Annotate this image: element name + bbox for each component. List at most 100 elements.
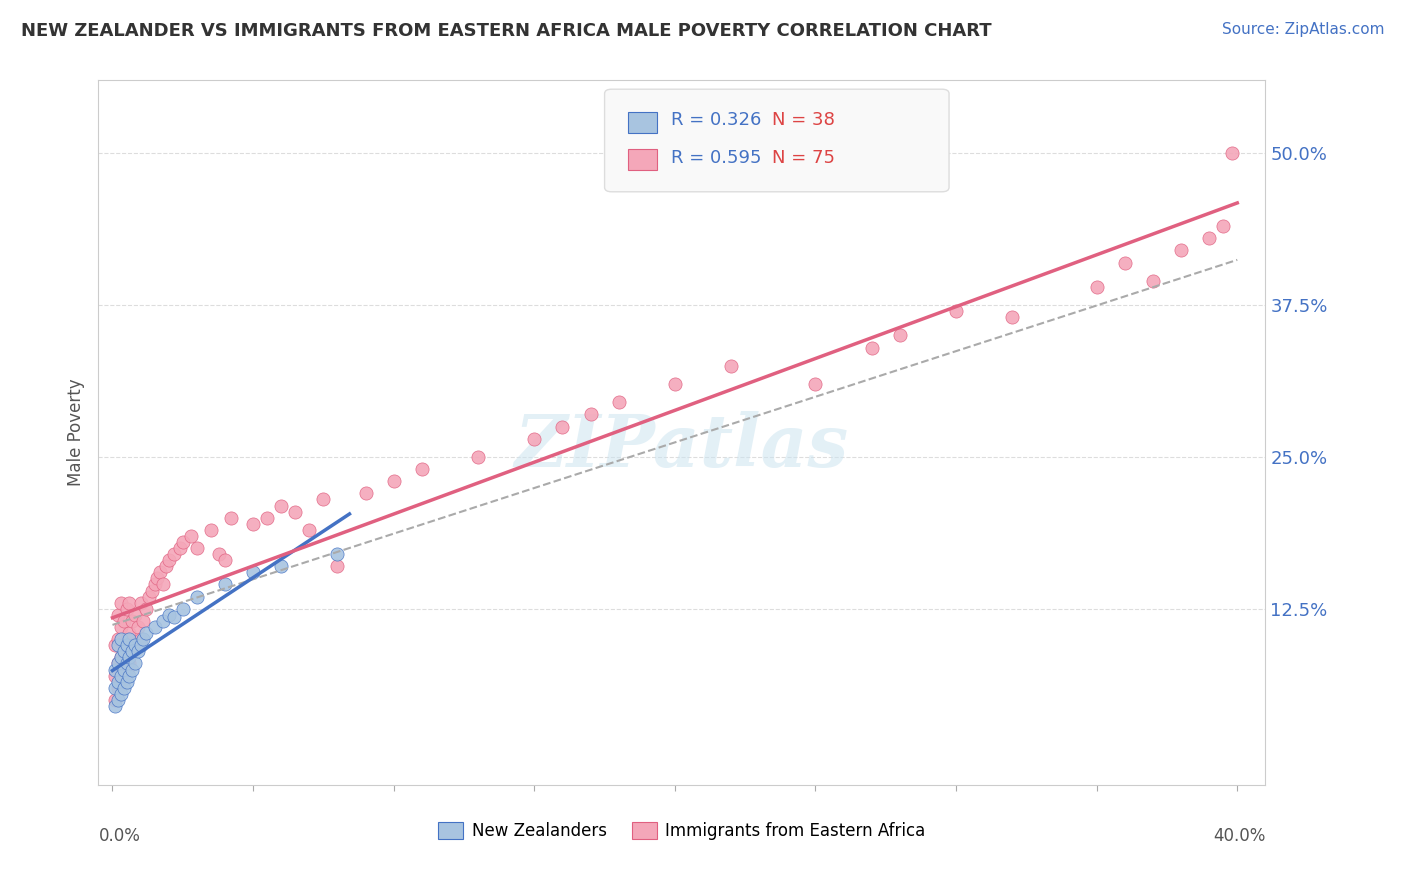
Point: [115, 632, 138, 647]
Point: [169, 541, 191, 555]
Point: [107, 693, 129, 707]
Point: [138, 590, 160, 604]
Point: [107, 632, 129, 647]
Text: N = 75: N = 75: [772, 149, 835, 167]
Point: [118, 632, 141, 647]
Text: 40.0%: 40.0%: [1213, 827, 1265, 846]
Point: [127, 644, 149, 658]
Point: [284, 505, 307, 519]
Point: [214, 577, 236, 591]
Point: [118, 668, 141, 682]
Point: [889, 328, 911, 343]
Point: [326, 559, 349, 574]
Point: [219, 510, 242, 524]
Point: [129, 596, 152, 610]
Point: [607, 395, 630, 409]
Point: [110, 620, 132, 634]
Point: [121, 614, 143, 628]
Point: [146, 571, 169, 585]
Point: [118, 626, 141, 640]
Point: [110, 596, 132, 610]
Point: [326, 547, 349, 561]
Point: [1170, 244, 1192, 258]
Point: [579, 408, 602, 422]
Point: [172, 601, 194, 615]
Point: [115, 638, 138, 652]
Point: [163, 610, 186, 624]
Point: [132, 632, 155, 647]
Point: [112, 644, 135, 658]
Point: [1198, 231, 1220, 245]
Point: [200, 523, 222, 537]
Point: [720, 359, 742, 373]
Point: [298, 523, 321, 537]
Point: [270, 559, 292, 574]
Text: ZIPatlas: ZIPatlas: [515, 411, 849, 483]
Point: [127, 620, 149, 634]
Text: NEW ZEALANDER VS IMMIGRANTS FROM EASTERN AFRICA MALE POVERTY CORRELATION CHART: NEW ZEALANDER VS IMMIGRANTS FROM EASTERN…: [21, 22, 991, 40]
Point: [124, 638, 146, 652]
Point: [110, 632, 132, 647]
Point: [411, 462, 433, 476]
Point: [107, 607, 129, 622]
Point: [132, 614, 155, 628]
Point: [1142, 274, 1164, 288]
Point: [242, 516, 264, 531]
Point: [104, 693, 127, 707]
Point: [107, 638, 129, 652]
Text: R = 0.595: R = 0.595: [671, 149, 761, 167]
Point: [121, 644, 143, 658]
Point: [143, 620, 166, 634]
Point: [124, 638, 146, 652]
Point: [104, 638, 127, 652]
Point: [110, 650, 132, 665]
Point: [152, 614, 174, 628]
Point: [163, 547, 186, 561]
Point: [157, 607, 180, 622]
Point: [256, 510, 278, 524]
Text: R = 0.326: R = 0.326: [671, 112, 761, 129]
Point: [551, 419, 574, 434]
Point: [118, 657, 141, 671]
Point: [115, 601, 138, 615]
Point: [945, 304, 967, 318]
Point: [124, 657, 146, 671]
Point: [152, 577, 174, 591]
Point: [115, 657, 138, 671]
Point: [149, 566, 172, 580]
Point: [141, 583, 163, 598]
Y-axis label: Male Poverty: Male Poverty: [66, 379, 84, 486]
Point: [1212, 219, 1234, 233]
Point: [312, 492, 335, 507]
Text: 0.0%: 0.0%: [98, 827, 141, 846]
Point: [112, 668, 135, 682]
Point: [180, 529, 202, 543]
Point: [172, 535, 194, 549]
Point: [110, 668, 132, 682]
Point: [143, 577, 166, 591]
Point: [129, 632, 152, 647]
Point: [110, 674, 132, 689]
Point: [242, 566, 264, 580]
Point: [1114, 255, 1136, 269]
Point: [104, 663, 127, 677]
Point: [115, 663, 138, 677]
Point: [104, 668, 127, 682]
Point: [121, 663, 143, 677]
Point: [214, 553, 236, 567]
Point: [112, 644, 135, 658]
Point: [107, 657, 129, 671]
Point: [112, 663, 135, 677]
Point: [1220, 146, 1243, 161]
Point: [157, 553, 180, 567]
Point: [208, 547, 231, 561]
Point: [118, 596, 141, 610]
Point: [664, 377, 686, 392]
Point: [1085, 280, 1108, 294]
Point: [354, 486, 377, 500]
Point: [186, 590, 208, 604]
Point: [860, 341, 883, 355]
Point: [382, 474, 405, 488]
Point: [804, 377, 827, 392]
Point: [121, 644, 143, 658]
